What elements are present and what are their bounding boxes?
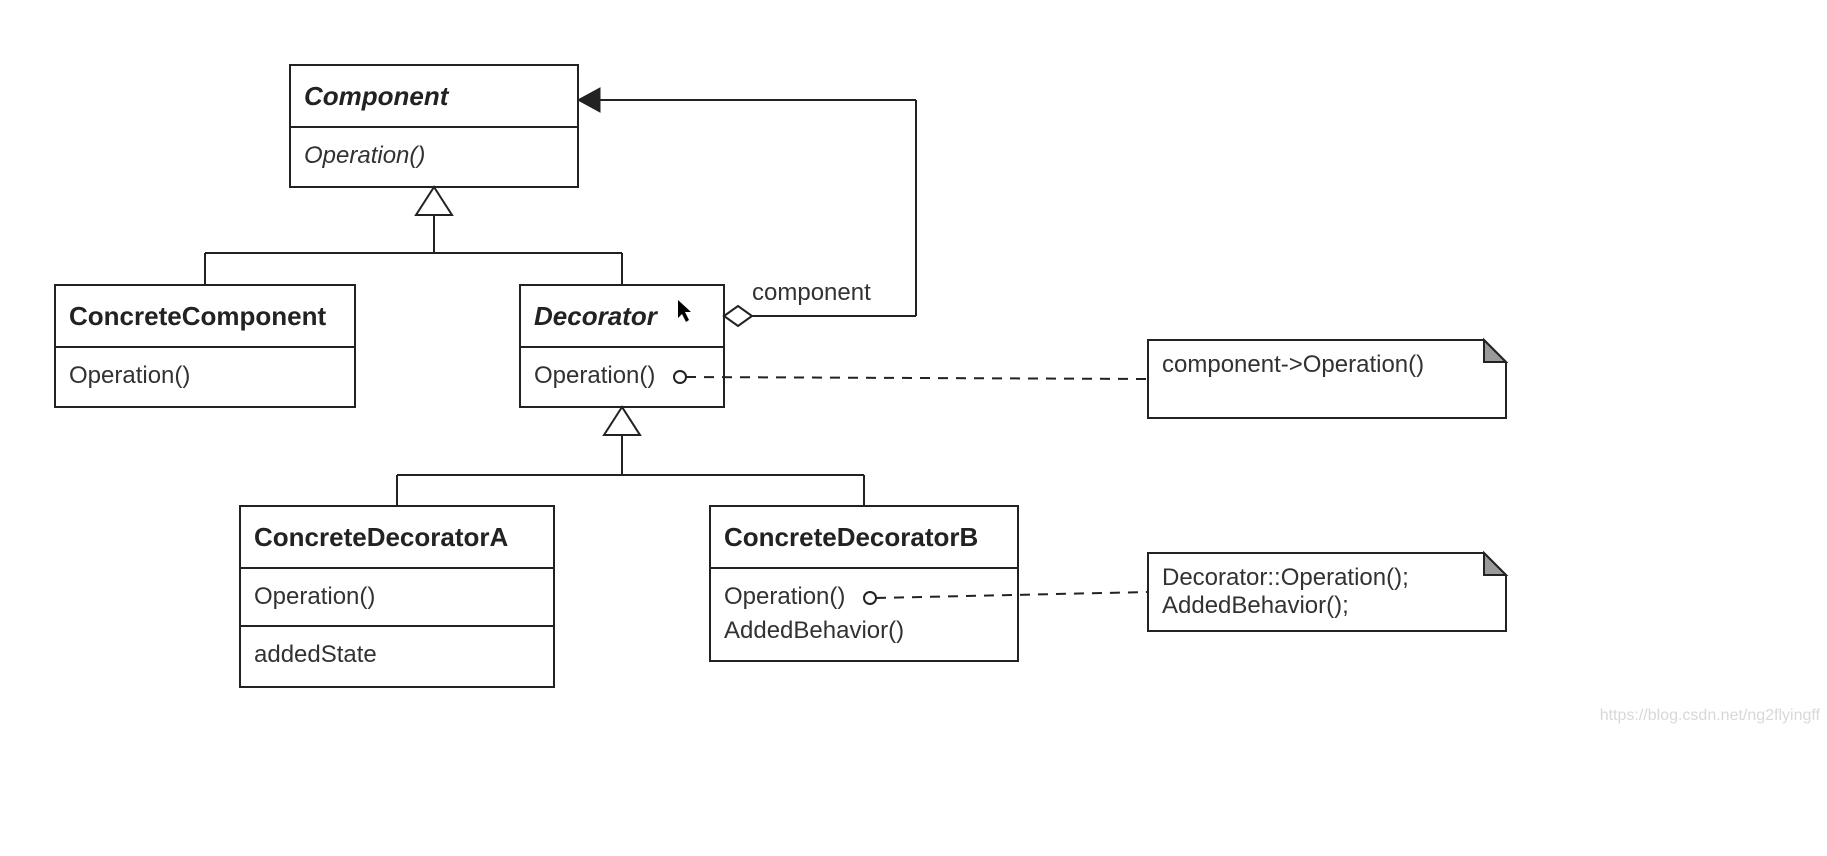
class-concreteDecoratorA: ConcreteDecoratorA Operation() addedState bbox=[240, 506, 554, 687]
class-member: Operation() bbox=[304, 142, 425, 169]
note-line: component->Operation() bbox=[1162, 351, 1424, 378]
class-member: AddedBehavior() bbox=[724, 617, 904, 644]
class-name: Decorator bbox=[534, 301, 659, 331]
class-concreteComponent: ConcreteComponent Operation() bbox=[55, 285, 355, 407]
class-decorator: Decorator Operation() bbox=[520, 285, 724, 407]
class-member: Operation() bbox=[254, 583, 375, 610]
class-member: Operation() bbox=[534, 362, 655, 389]
note-line: AddedBehavior(); bbox=[1162, 592, 1349, 619]
class-member: Operation() bbox=[724, 583, 845, 610]
note-note1: component->Operation() bbox=[674, 340, 1506, 418]
aggregation-label: component bbox=[752, 279, 871, 306]
class-name: ConcreteDecoratorB bbox=[724, 522, 978, 552]
class-name: ConcreteComponent bbox=[69, 301, 326, 331]
class-concreteDecoratorB: ConcreteDecoratorB Operation() AddedBehavi… bbox=[710, 506, 1018, 661]
inheritance-1 bbox=[397, 407, 864, 506]
class-name: Component bbox=[304, 81, 450, 111]
class-attribute: addedState bbox=[254, 641, 377, 668]
uml-diagram: Component Operation() ConcreteComponent Ope… bbox=[0, 0, 1827, 856]
note-line: Decorator::Operation(); bbox=[1162, 564, 1409, 591]
class-name: ConcreteDecoratorA bbox=[254, 522, 509, 552]
class-component: Component Operation() bbox=[290, 65, 578, 187]
class-member: Operation() bbox=[69, 362, 190, 389]
watermark-text: https://blog.csdn.net/ng2flyingff bbox=[1600, 707, 1821, 724]
inheritance-0 bbox=[205, 187, 622, 285]
